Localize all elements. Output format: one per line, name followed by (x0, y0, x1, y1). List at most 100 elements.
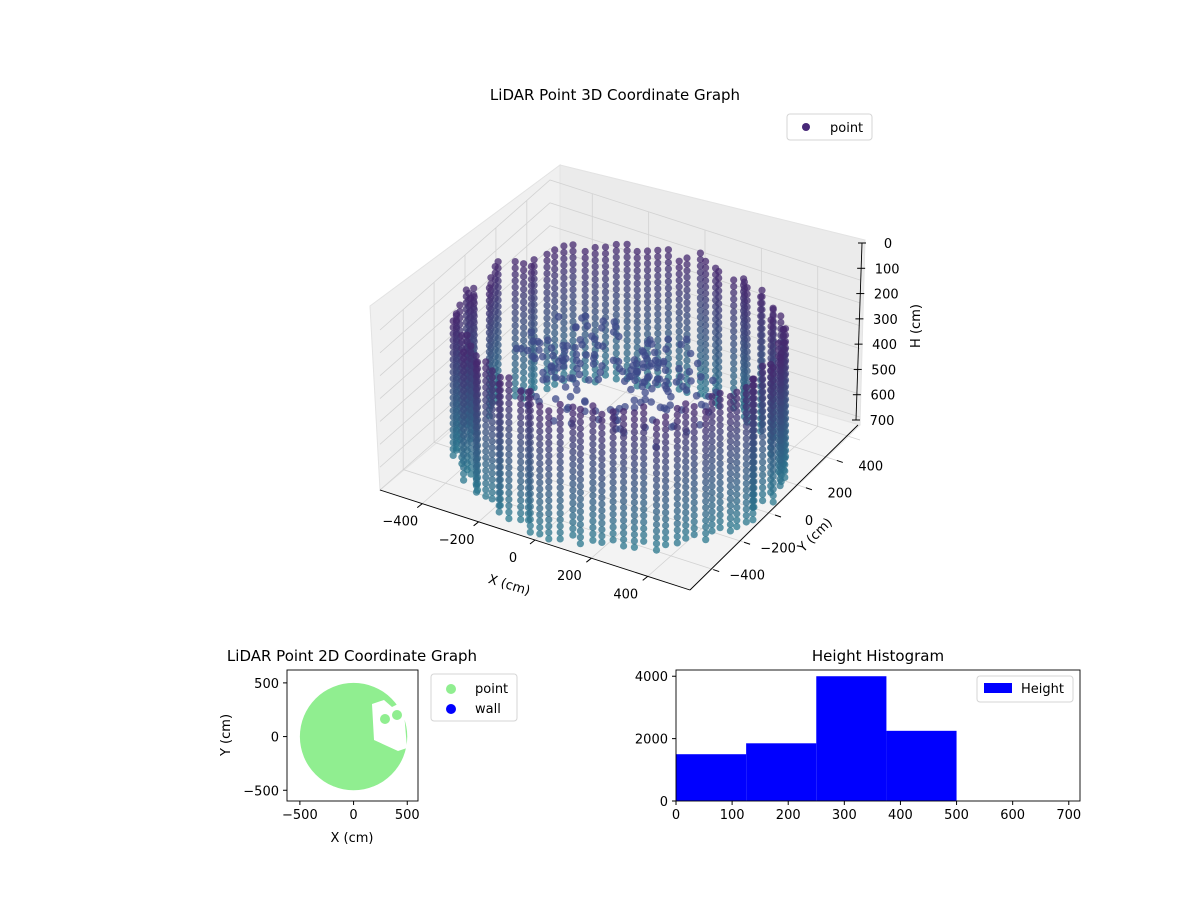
point-3d-657 (511, 270, 519, 278)
point-3d-1959 (662, 438, 670, 446)
point-3d-1884 (517, 490, 525, 498)
point-3d-1167 (466, 320, 475, 328)
point-3d-242 (702, 264, 710, 272)
chart-2d: LiDAR Point 2D Coordinate Graph −500−500… (219, 647, 518, 846)
point-3d-1984 (640, 454, 648, 462)
point-3d-2028 (569, 461, 577, 469)
point-3d-1608 (733, 510, 741, 518)
point-3d-1533 (460, 399, 468, 407)
point-3d-1002 (568, 374, 577, 382)
point-3d-974 (566, 392, 575, 401)
point-3d-1544 (460, 470, 468, 478)
point-3d-624 (520, 285, 528, 293)
point-3d-2144 (536, 504, 544, 512)
point-3d-179 (633, 273, 641, 281)
point-3d-200 (683, 273, 691, 281)
point-3d-27 (675, 289, 683, 297)
point-3d-732 (777, 318, 785, 326)
point-3d-1306 (769, 383, 777, 391)
point-3d-1135 (630, 403, 639, 412)
point-3d-671 (511, 360, 519, 368)
point-3d-628 (520, 311, 528, 319)
point-3d-630 (520, 324, 528, 332)
point-3d-1966 (662, 483, 670, 491)
xh-tick-label-5: 500 (944, 808, 969, 823)
point-3d-1816 (690, 479, 698, 487)
point-3d-89 (664, 252, 673, 260)
point-3d-2006 (652, 469, 661, 477)
chart-2d-x-label: X (cm) (331, 831, 374, 846)
point-3d-340 (730, 353, 738, 361)
point-3d-1669 (716, 485, 724, 493)
point-3d-1936 (673, 424, 681, 432)
point-3d-2147 (536, 523, 544, 532)
point-3d-1099 (551, 373, 560, 382)
point-3d-220 (591, 250, 599, 258)
point-3d-2016 (652, 533, 661, 541)
point-3d-1382 (449, 368, 457, 376)
point-3d-353 (560, 268, 568, 276)
point-3d-2184 (556, 484, 564, 492)
point-3d-835 (547, 344, 556, 352)
point-3d-436 (740, 278, 749, 286)
point-3d-337 (730, 334, 738, 342)
point-3d-1302 (641, 388, 649, 397)
point-3d-1738 (708, 514, 716, 522)
point-3d-1502 (749, 375, 757, 383)
point-3d-115 (601, 275, 610, 283)
point-3d-1596 (733, 433, 741, 441)
y-tick-label-4: 400 (858, 459, 883, 474)
point-3d-60 (623, 349, 631, 357)
point-3d-568 (527, 371, 536, 379)
point-3d-422 (551, 297, 559, 305)
point-3d-1711 (482, 447, 490, 455)
point-3d-2212 (545, 528, 553, 537)
point-3d-2160 (620, 478, 628, 486)
point-3d-1564 (742, 499, 750, 507)
point-3d-2256 (576, 540, 585, 548)
point-3d-1320 (769, 472, 777, 480)
point-3d-1657 (716, 408, 724, 417)
point-3d-2156 (620, 452, 628, 460)
point-3d-1535 (460, 412, 468, 420)
point-3d-1165 (466, 307, 475, 315)
point-3d-584 (757, 350, 765, 358)
point-3d-1895 (505, 412, 513, 420)
point-3d-95 (664, 290, 673, 299)
point-3d-1551 (742, 416, 750, 424)
point-3d-2036 (569, 512, 577, 520)
point-3d-256 (702, 353, 710, 361)
point-3d-1607 (733, 503, 741, 511)
xh-tick-label-6: 600 (1000, 808, 1025, 823)
point-3d-2127 (630, 543, 639, 551)
point-3d-1793 (702, 472, 710, 480)
point-3d-208 (683, 324, 691, 332)
point-3d-131 (654, 246, 662, 254)
point-3d-674 (511, 379, 519, 387)
point-3d-1853 (495, 418, 503, 426)
point-3d-1670 (716, 492, 724, 500)
point-3d-1188 (672, 378, 681, 386)
point-3d-1678 (472, 373, 481, 381)
x-tick-label-0: −400 (382, 515, 418, 530)
point-3d-1709 (482, 435, 490, 443)
point-3d-2205 (545, 484, 553, 492)
point-3d-1365 (759, 445, 767, 453)
point-3d-2227 (598, 494, 606, 502)
point-3d-1128 (625, 372, 634, 381)
point-3d-2079 (589, 517, 597, 525)
point-3d-1395 (449, 451, 457, 459)
point-3d-576 (757, 299, 765, 307)
point-3d-2108 (630, 422, 639, 430)
point-3d-155 (643, 260, 652, 268)
point-3d-2163 (620, 497, 628, 505)
y-axis-label: Y (cm) (795, 515, 836, 556)
point-3d-1661 (716, 434, 724, 442)
point-3d-1947 (673, 494, 681, 502)
point-3d-48 (623, 272, 631, 280)
point-3d-678 (677, 373, 685, 381)
point-3d-1684 (472, 411, 481, 419)
point-3d-153 (643, 247, 652, 255)
point-3d-879 (485, 329, 493, 337)
point-3d-1668 (716, 479, 724, 487)
